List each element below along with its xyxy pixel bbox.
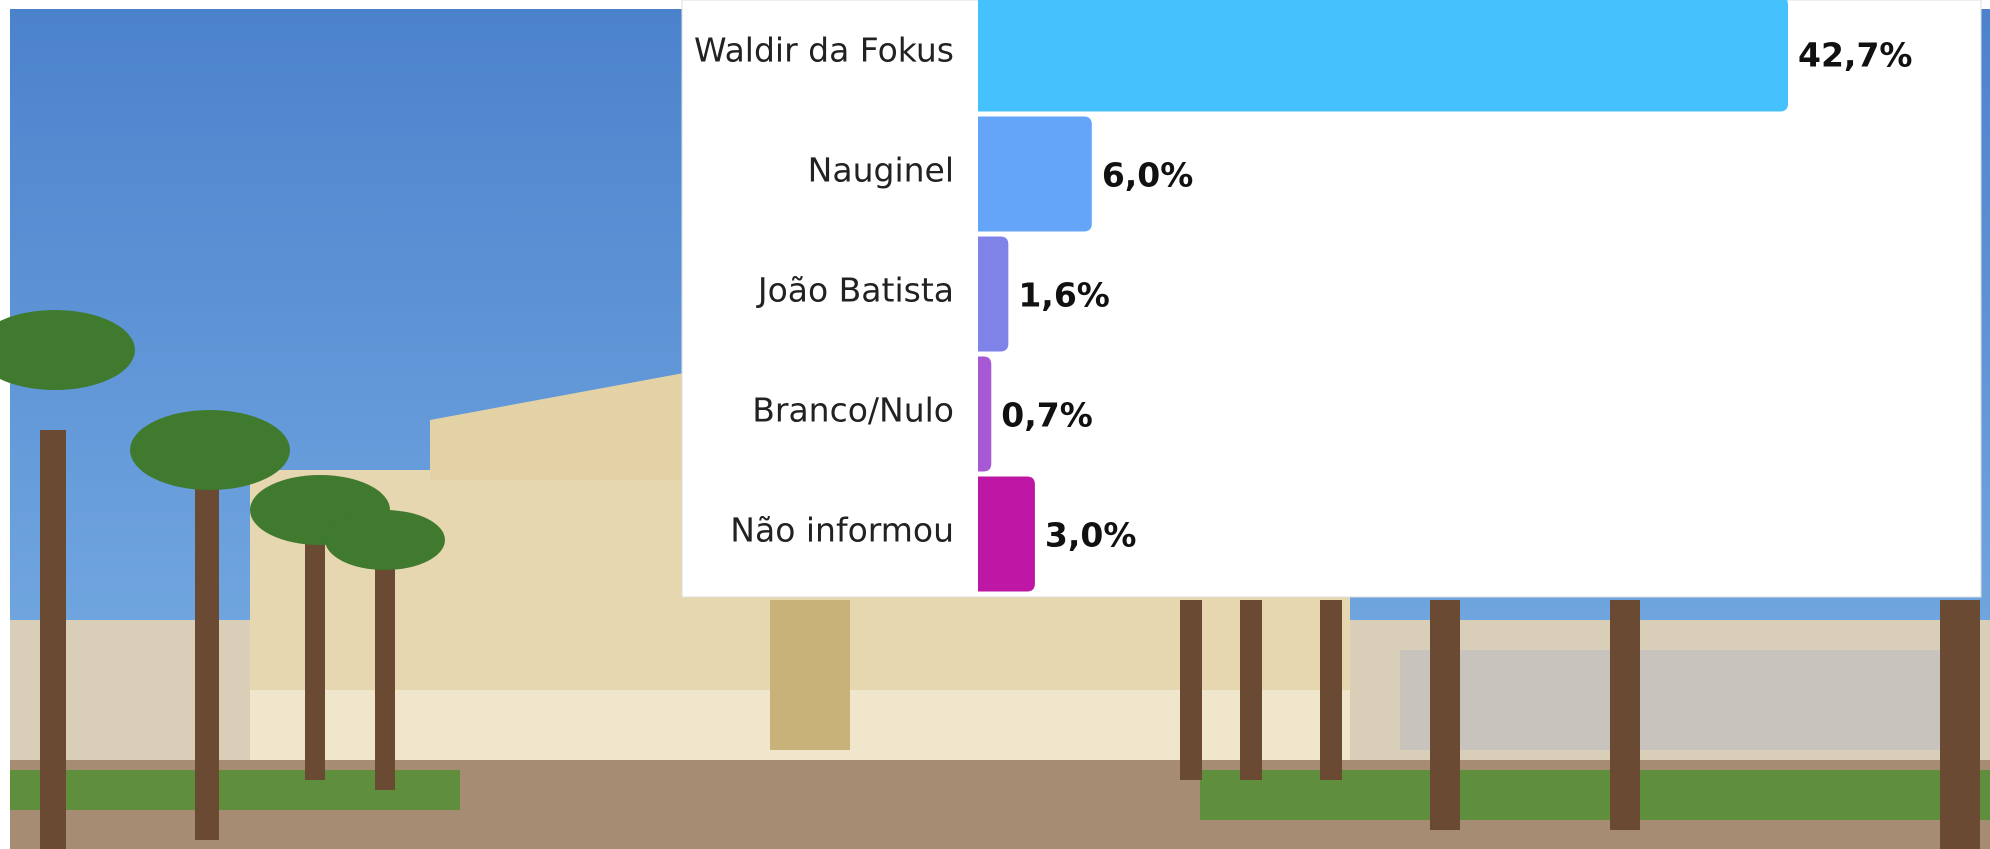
bar bbox=[978, 356, 992, 472]
value-label: 1,6% bbox=[1018, 276, 1110, 315]
category-label: Não informou bbox=[730, 511, 954, 550]
chart: Waldir da Fokus 42,7% Nauginel 6,0% João Bat… bbox=[694, 0, 1913, 592]
value-label: 0,7% bbox=[1001, 396, 1093, 435]
value-label: 42,7% bbox=[1798, 36, 1913, 75]
bar bbox=[978, 476, 1035, 592]
category-label: Branco/Nulo bbox=[752, 391, 954, 430]
value-label: 6,0% bbox=[1102, 156, 1194, 195]
category-label: João Batista bbox=[756, 271, 954, 310]
bar bbox=[978, 116, 1092, 232]
bar bbox=[978, 0, 1788, 112]
category-label: Waldir da Fokus bbox=[694, 31, 954, 70]
value-label: 3,0% bbox=[1045, 516, 1137, 555]
category-label: Nauginel bbox=[808, 151, 954, 190]
bar bbox=[978, 236, 1009, 352]
